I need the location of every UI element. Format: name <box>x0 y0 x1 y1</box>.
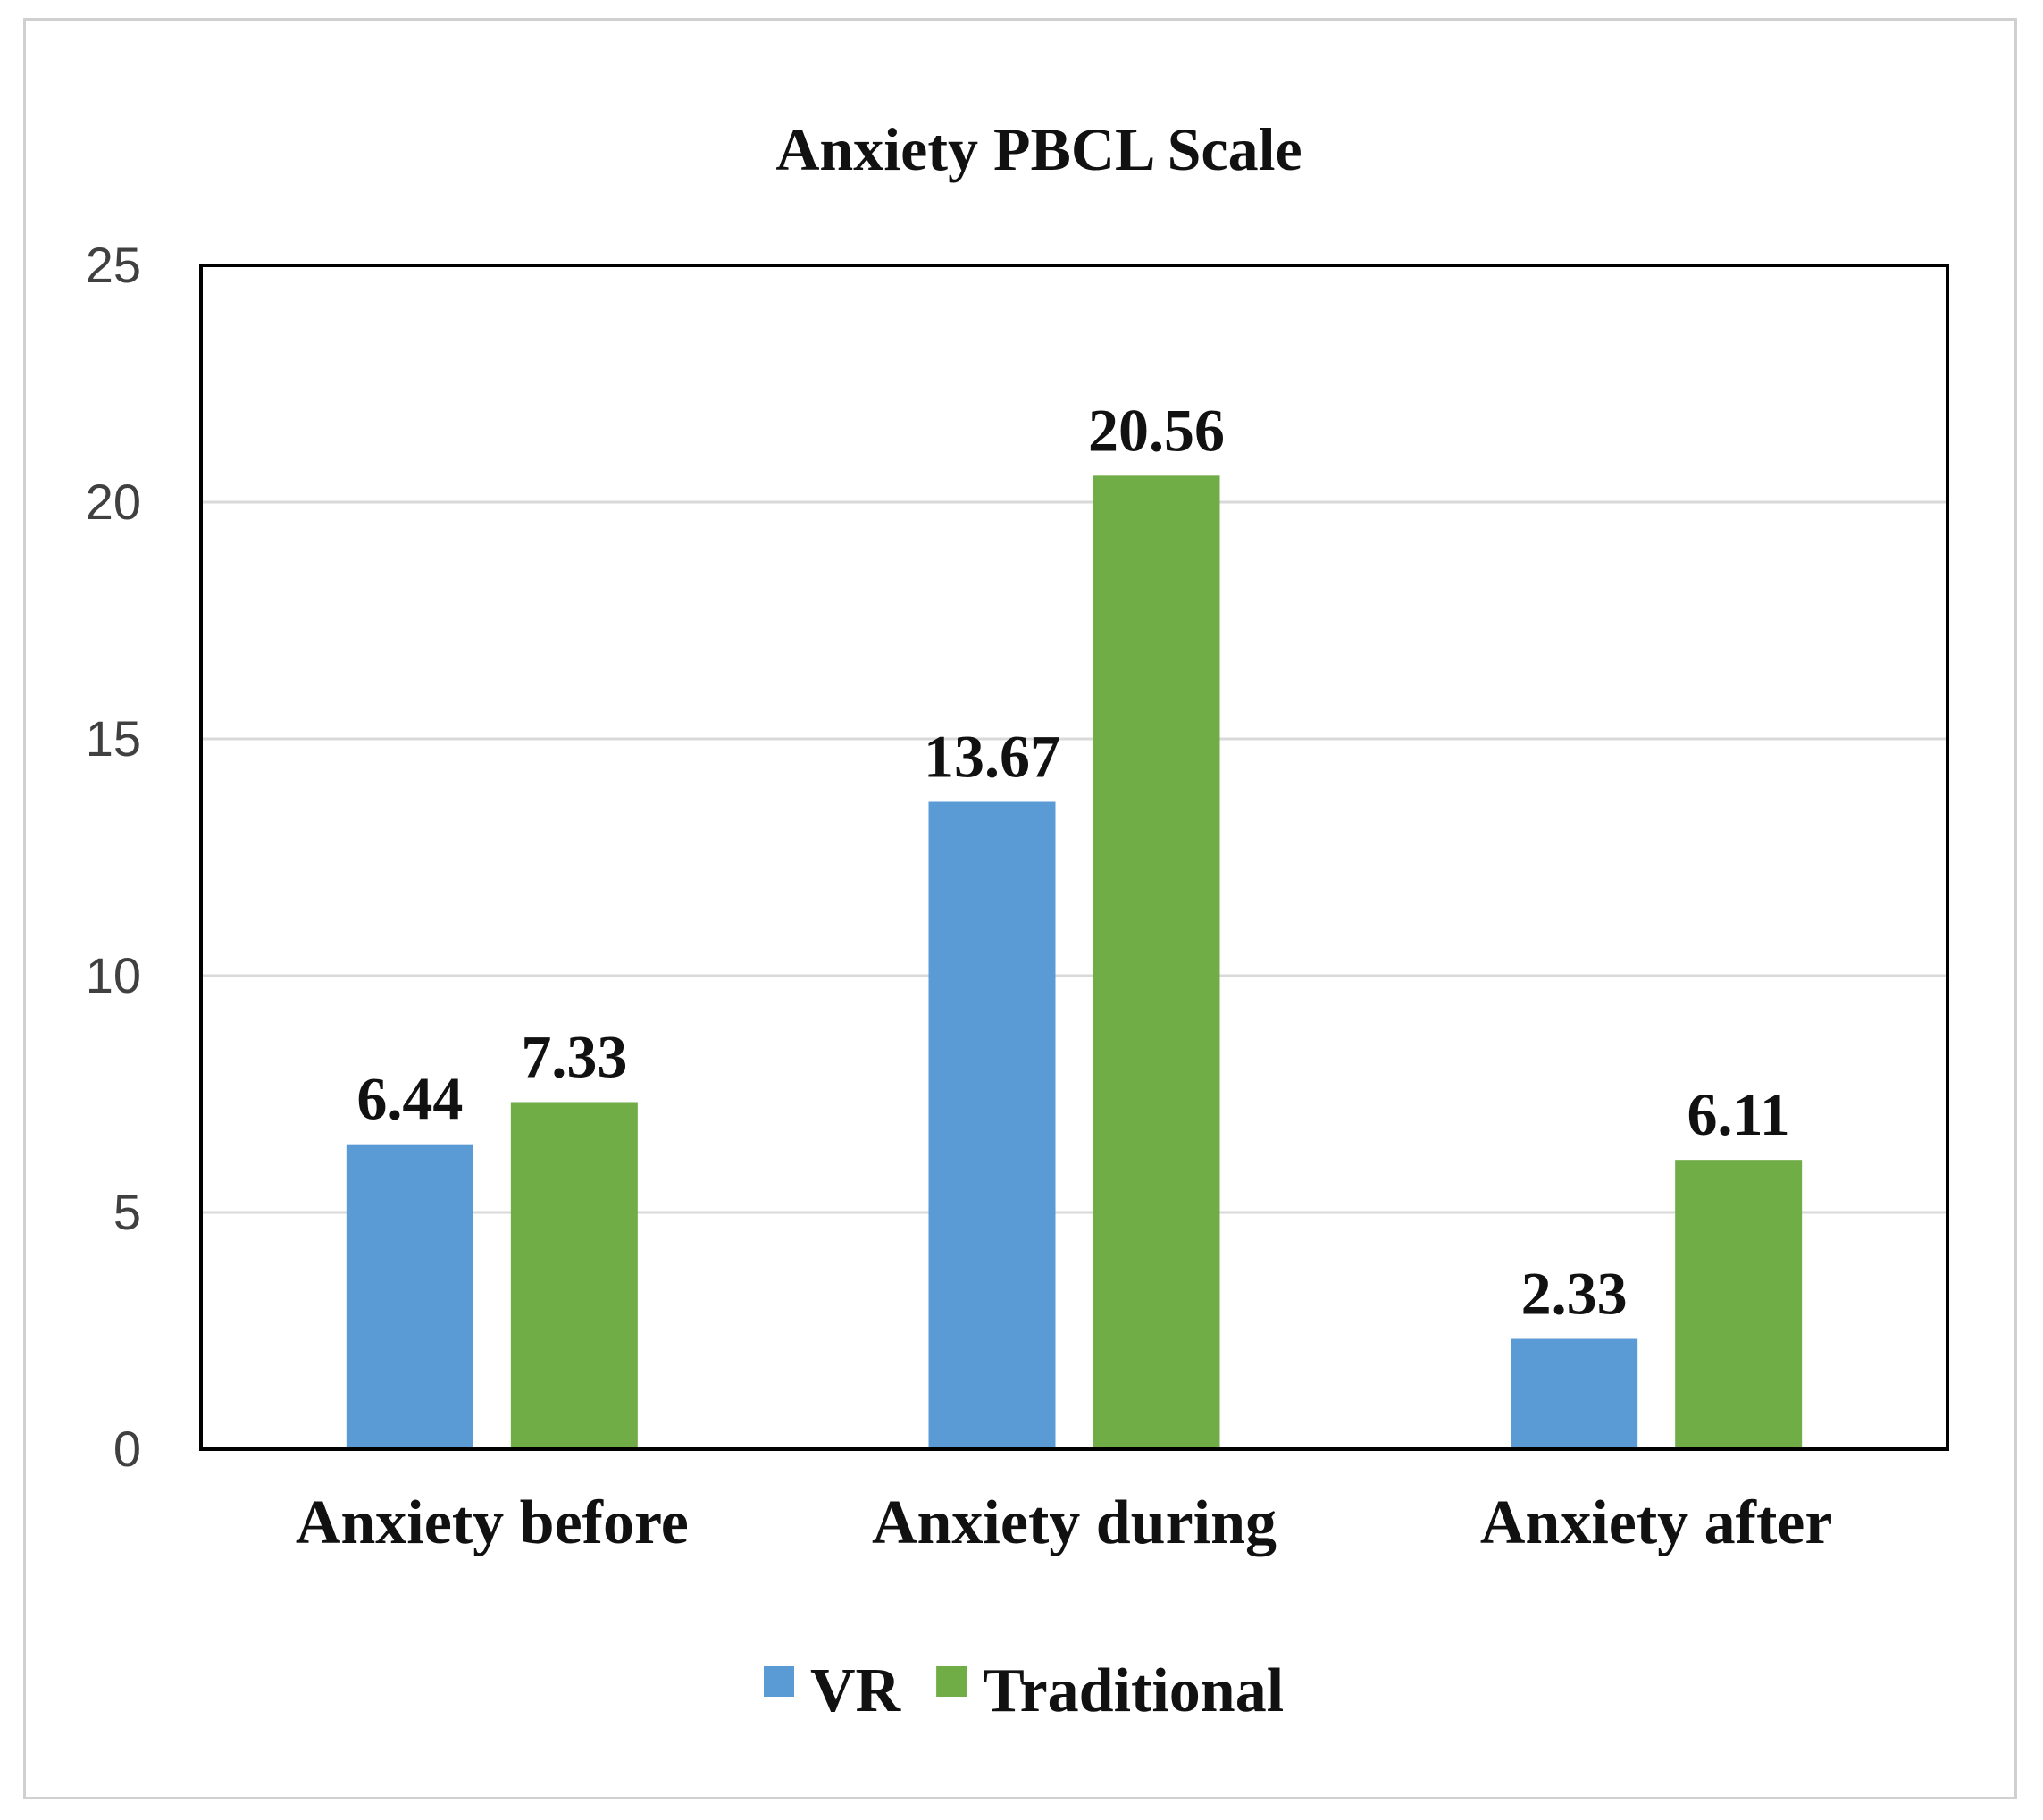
bar-vr-2 <box>928 801 1056 1449</box>
y-tick-label: 15 <box>86 710 141 767</box>
value-label: 2.33 <box>1521 1260 1628 1328</box>
category-label: Anxiety before <box>296 1489 689 1557</box>
legend-swatch-vr <box>764 1666 794 1697</box>
y-tick-label: 10 <box>86 947 141 1003</box>
category-label: Anxiety after <box>1480 1489 1833 1557</box>
y-tick-label: 0 <box>113 1421 141 1477</box>
chart-title: Anxiety PBCL Scale <box>775 115 1302 183</box>
value-label: 20.56 <box>1088 396 1225 464</box>
y-axis-ticks: 0 5 10 15 20 25 <box>86 237 141 1477</box>
bar-traditional-1 <box>510 1102 638 1449</box>
value-label: 6.11 <box>1687 1080 1790 1148</box>
value-label: 13.67 <box>924 722 1060 790</box>
bar-vr-1 <box>346 1144 473 1449</box>
value-label: 7.33 <box>521 1023 627 1091</box>
value-labels: 6.44 7.33 13.67 20.56 2.33 6.11 <box>356 396 1789 1327</box>
bars <box>346 475 1803 1449</box>
bar-vr-3 <box>1511 1338 1638 1449</box>
value-label: 6.44 <box>356 1065 463 1133</box>
category-label: Anxiety during <box>872 1489 1277 1557</box>
legend-swatch-traditional <box>936 1666 967 1697</box>
category-labels: Anxiety before Anxiety during Anxiety afte… <box>296 1489 1833 1557</box>
legend-label: VR <box>810 1656 902 1725</box>
legend: VR Traditional <box>764 1656 1284 1725</box>
bar-traditional-2 <box>1093 475 1220 1449</box>
plot-border <box>199 264 1949 1451</box>
y-tick-label: 25 <box>86 237 141 293</box>
y-tick-label: 5 <box>113 1184 141 1240</box>
legend-label: Traditional <box>983 1656 1284 1725</box>
y-tick-label: 20 <box>86 474 141 530</box>
grid-lines <box>201 500 1947 1214</box>
bar-traditional-3 <box>1675 1160 1803 1449</box>
